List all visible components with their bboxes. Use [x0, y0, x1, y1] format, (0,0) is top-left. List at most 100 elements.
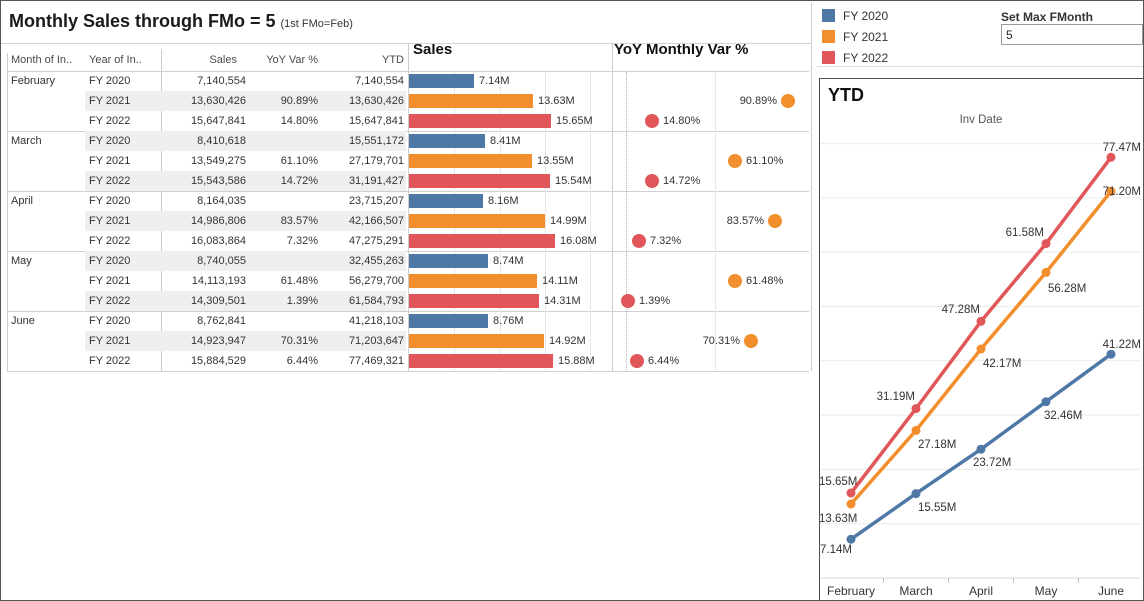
- cell-month[interactable]: May: [11, 255, 32, 267]
- cell-ytd[interactable]: 61,584,793: [348, 295, 404, 307]
- ytd-point[interactable]: [1106, 349, 1116, 359]
- sales-bar[interactable]: [409, 134, 485, 148]
- cell-ytd[interactable]: 13,630,426: [348, 95, 404, 107]
- cell-yoy[interactable]: 61.10%: [280, 155, 318, 167]
- yoy-dot[interactable]: [630, 354, 644, 368]
- cell-month[interactable]: February: [11, 75, 56, 87]
- cell-yoy[interactable]: 61.48%: [280, 275, 318, 287]
- sales-bar[interactable]: [409, 214, 545, 228]
- sales-bar[interactable]: [409, 74, 474, 88]
- yoy-dot[interactable]: [645, 114, 659, 128]
- ytd-point[interactable]: [846, 534, 856, 544]
- legend-item-fy-2021[interactable]: FY 2021: [822, 30, 932, 44]
- cell-yoy[interactable]: 14.72%: [280, 175, 318, 187]
- cell-yoy[interactable]: 14.80%: [280, 115, 318, 127]
- column-header-month[interactable]: Month of In..: [11, 54, 73, 66]
- cell-ytd[interactable]: 41,218,103: [348, 315, 404, 327]
- cell-ytd[interactable]: 27,179,701: [348, 155, 404, 167]
- cell-ytd[interactable]: 42,166,507: [348, 215, 404, 227]
- ytd-point[interactable]: [1041, 239, 1051, 249]
- cell-year[interactable]: FY 2021: [89, 335, 131, 347]
- yoy-dot[interactable]: [744, 334, 758, 348]
- cell-ytd[interactable]: 31,191,427: [348, 175, 404, 187]
- sales-bar[interactable]: [409, 174, 550, 188]
- cell-sales[interactable]: 8,740,055: [197, 255, 246, 267]
- ytd-month-label[interactable]: May: [1035, 584, 1058, 598]
- yoy-dot[interactable]: [728, 274, 742, 288]
- cell-ytd[interactable]: 47,275,291: [348, 235, 404, 247]
- column-header-ytd[interactable]: YTD: [382, 54, 404, 66]
- cell-year[interactable]: FY 2020: [89, 75, 131, 87]
- ytd-point[interactable]: [976, 344, 986, 354]
- ytd-point[interactable]: [911, 404, 921, 414]
- cell-ytd[interactable]: 77,469,321: [348, 355, 404, 367]
- cell-year[interactable]: FY 2021: [89, 275, 131, 287]
- cell-year[interactable]: FY 2020: [89, 135, 131, 147]
- cell-yoy[interactable]: 1.39%: [286, 295, 318, 307]
- cell-yoy[interactable]: 70.31%: [280, 335, 318, 347]
- cell-ytd[interactable]: 7,140,554: [355, 75, 404, 87]
- cell-ytd[interactable]: 15,647,841: [348, 115, 404, 127]
- sales-bar[interactable]: [409, 254, 488, 268]
- column-header-yoy[interactable]: YoY Var %: [266, 54, 318, 66]
- yoy-dot[interactable]: [728, 154, 742, 168]
- cell-sales[interactable]: 15,647,841: [190, 115, 246, 127]
- yoy-dot[interactable]: [768, 214, 782, 228]
- ytd-month-label[interactable]: June: [1098, 584, 1124, 598]
- ytd-point[interactable]: [1041, 397, 1051, 407]
- cell-ytd[interactable]: 71,203,647: [348, 335, 404, 347]
- sales-bar[interactable]: [409, 274, 537, 288]
- cell-yoy[interactable]: 6.44%: [286, 355, 318, 367]
- cell-year[interactable]: FY 2020: [89, 315, 131, 327]
- ytd-point[interactable]: [976, 444, 986, 454]
- cell-sales[interactable]: 14,309,501: [190, 295, 246, 307]
- cell-yoy[interactable]: 83.57%: [280, 215, 318, 227]
- ytd-month-label[interactable]: April: [969, 584, 993, 598]
- ytd-point[interactable]: [1106, 186, 1116, 196]
- cell-sales[interactable]: 16,083,864: [190, 235, 246, 247]
- yoy-dot[interactable]: [781, 94, 795, 108]
- cell-sales[interactable]: 8,410,618: [197, 135, 246, 147]
- cell-year[interactable]: FY 2022: [89, 115, 131, 127]
- cell-month[interactable]: April: [11, 195, 34, 207]
- cell-year[interactable]: FY 2020: [89, 255, 131, 267]
- max-fmonth-input[interactable]: [1001, 24, 1143, 45]
- ytd-month-label[interactable]: March: [899, 584, 932, 598]
- sales-bar[interactable]: [409, 354, 553, 368]
- cell-sales[interactable]: 8,762,841: [197, 315, 246, 327]
- cell-sales[interactable]: 15,884,529: [190, 355, 246, 367]
- sales-bar[interactable]: [409, 94, 533, 108]
- sales-bar[interactable]: [409, 114, 551, 128]
- sales-bar[interactable]: [409, 314, 488, 328]
- cell-sales[interactable]: 14,113,193: [191, 275, 246, 287]
- cell-ytd[interactable]: 23,715,207: [348, 195, 404, 207]
- cell-month[interactable]: June: [11, 315, 35, 327]
- sales-bar[interactable]: [409, 234, 555, 248]
- ytd-point[interactable]: [1106, 152, 1116, 162]
- cell-yoy[interactable]: 7.32%: [286, 235, 318, 247]
- cell-year[interactable]: FY 2022: [89, 175, 131, 187]
- cell-sales[interactable]: 8,164,035: [197, 195, 246, 207]
- ytd-point[interactable]: [1041, 267, 1051, 277]
- ytd-month-label[interactable]: February: [827, 584, 875, 598]
- column-header-year[interactable]: Year of In..: [89, 54, 142, 66]
- ytd-point[interactable]: [846, 499, 856, 509]
- cell-year[interactable]: FY 2022: [89, 355, 131, 367]
- ytd-point[interactable]: [846, 488, 856, 498]
- cell-sales[interactable]: 13,630,426: [190, 95, 246, 107]
- cell-sales[interactable]: 15,543,586: [190, 175, 246, 187]
- cell-year[interactable]: FY 2022: [89, 235, 131, 247]
- cell-year[interactable]: FY 2020: [89, 195, 131, 207]
- cell-year[interactable]: FY 2021: [89, 155, 131, 167]
- cell-year[interactable]: FY 2022: [89, 295, 131, 307]
- cell-ytd[interactable]: 32,455,263: [348, 255, 404, 267]
- ytd-point[interactable]: [976, 316, 986, 326]
- cell-sales[interactable]: 7,140,554: [197, 75, 246, 87]
- ytd-point[interactable]: [911, 489, 921, 499]
- yoy-dot[interactable]: [621, 294, 635, 308]
- sales-bar[interactable]: [409, 194, 483, 208]
- sales-bar[interactable]: [409, 154, 532, 168]
- cell-year[interactable]: FY 2021: [89, 95, 131, 107]
- cell-sales[interactable]: 14,923,947: [190, 335, 246, 347]
- cell-month[interactable]: March: [11, 135, 42, 147]
